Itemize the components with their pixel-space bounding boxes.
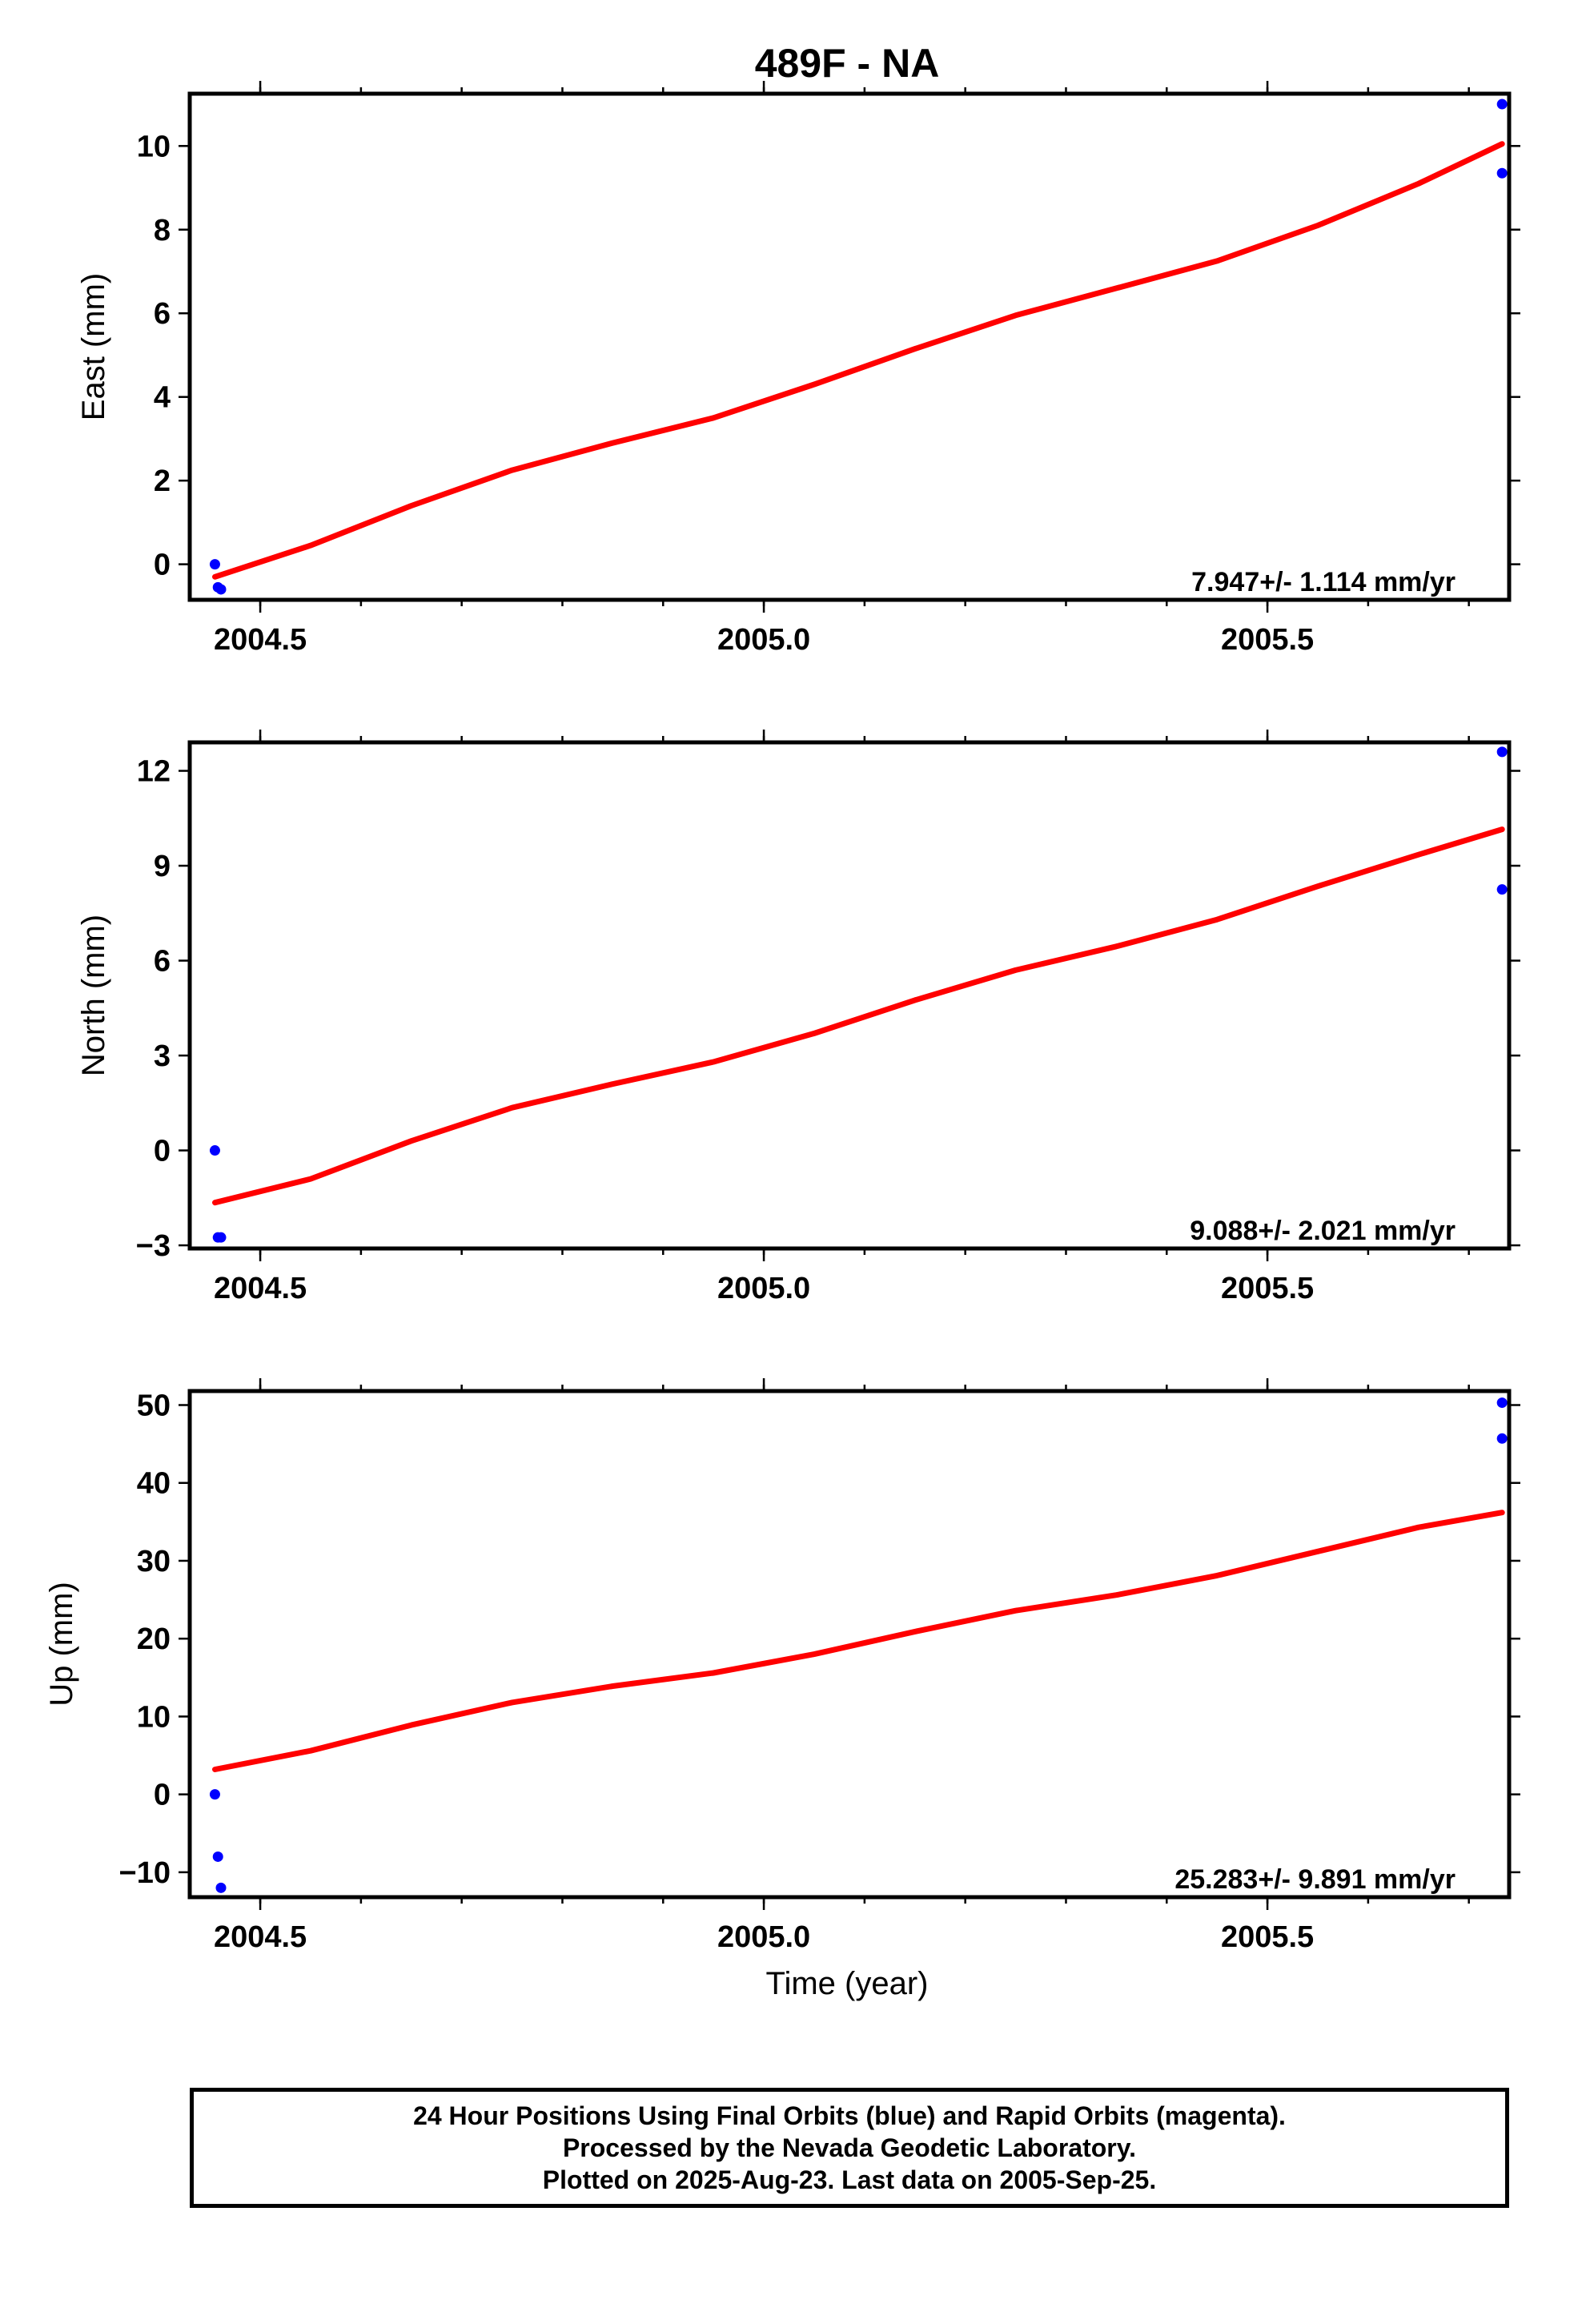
up-tick-label-layer: −10 0 10 20 30 40 50 2004.5 2005.0 2005.5 [119, 1389, 1315, 1954]
north-axis-label: North (mm) [76, 915, 111, 1076]
north-data-point [1496, 746, 1508, 758]
up-data-point [212, 1851, 223, 1862]
east-xtick-label: 2004.5 [214, 623, 307, 657]
east-rate-text: 7.947+/- 1.114 mm/yr [1191, 567, 1456, 597]
caption-box: 24 Hour Positions Using Final Orbits (bl… [190, 2088, 1509, 2208]
north-ytick-label: 6 [154, 945, 171, 979]
north-ytick-label: −3 [136, 1229, 171, 1263]
caption-line-2: Processed by the Nevada Geodetic Laborat… [562, 2133, 1137, 2162]
up-data-point [1496, 1433, 1508, 1444]
east-panel: 0 2 4 6 8 10 2004.5 2005.0 2005.5 East (mm) 7.94… [76, 81, 1520, 657]
north-points-layer [209, 746, 1508, 1243]
up-data-point [215, 1882, 227, 1893]
up-xtick-label: 2005.0 [717, 1920, 810, 1954]
east-xtick-label: 2005.0 [717, 623, 810, 657]
north-tick-label-layer: −3 0 3 6 9 12 2004.5 2005.0 2005.5 [136, 755, 1315, 1305]
up-data-point [209, 1789, 220, 1800]
east-xtick-label: 2005.5 [1221, 623, 1314, 657]
up-axis-label: Up (mm) [44, 1582, 79, 1707]
north-ytick-label: 9 [154, 850, 171, 883]
north-rate-text: 9.088+/- 2.021 mm/yr [1190, 1216, 1456, 1246]
north-data-point [1496, 884, 1508, 895]
up-ytick-label: 40 [137, 1467, 171, 1501]
east-gridless-ticks [179, 81, 1520, 613]
up-fit-layer [212, 1510, 1505, 1772]
east-axis-label: East (mm) [76, 273, 111, 420]
north-ytick-label: 12 [137, 755, 171, 789]
up-points-layer [209, 1397, 1508, 1893]
east-points-layer [209, 99, 1508, 595]
up-ytick-label: −10 [119, 1856, 171, 1890]
east-ytick-label: 0 [154, 549, 171, 582]
east-data-point [1496, 167, 1508, 179]
east-data-point [209, 559, 220, 570]
east-ytick-label: 6 [154, 297, 171, 331]
up-plot-frame [187, 1389, 1512, 1900]
up-panel: −10 0 10 20 30 40 50 2004.5 2005.0 2005.5 Up (mm)… [44, 1378, 1520, 1954]
north-xtick-label: 2005.0 [717, 1272, 810, 1305]
east-fit-line [212, 141, 1505, 580]
chart-title: 489F - NA [755, 41, 940, 86]
up-ytick-label: 0 [154, 1779, 171, 1812]
east-ytick-label: 2 [154, 464, 171, 498]
north-xtick-label: 2005.5 [1221, 1272, 1314, 1305]
up-rate-text: 25.283+/- 9.891 mm/yr [1174, 1864, 1456, 1895]
caption-line-1: 24 Hour Positions Using Final Orbits (bl… [413, 2101, 1286, 2130]
north-data-point [215, 1232, 227, 1243]
east-ytick-label: 8 [154, 214, 171, 247]
east-data-point [215, 584, 227, 595]
up-ytick-label: 50 [137, 1389, 171, 1423]
north-panel: −3 0 3 6 9 12 2004.5 2005.0 2005.5 North (mm) 9.… [76, 730, 1520, 1305]
east-data-point [1496, 99, 1508, 110]
north-fit-layer [212, 826, 1505, 1206]
up-ytick-label: 10 [137, 1700, 171, 1734]
x-axis-label: Time (year) [766, 1966, 929, 2001]
east-tick-label-layer: 0 2 4 6 8 10 2004.5 2005.0 2005.5 [137, 130, 1314, 657]
up-ytick-label: 20 [137, 1622, 171, 1656]
east-fit-layer [212, 141, 1505, 580]
caption-line-3: Plotted on 2025-Aug-23. Last data on 200… [542, 2165, 1157, 2194]
east-ytick-label: 10 [137, 130, 171, 163]
north-gridless-ticks [179, 730, 1520, 1261]
north-plot-frame [187, 740, 1512, 1251]
up-xtick-label: 2005.5 [1221, 1920, 1314, 1954]
east-ytick-label: 4 [154, 381, 171, 415]
north-fit-line [212, 826, 1505, 1206]
up-ytick-label: 30 [137, 1545, 171, 1578]
up-fit-line [212, 1510, 1505, 1772]
east-plot-frame [187, 91, 1512, 602]
north-ytick-label: 0 [154, 1135, 171, 1168]
north-data-point [209, 1145, 220, 1156]
north-xtick-label: 2004.5 [214, 1272, 307, 1305]
up-xtick-label: 2004.5 [214, 1920, 307, 1954]
north-ytick-label: 3 [154, 1039, 171, 1073]
up-data-point [1496, 1397, 1508, 1409]
